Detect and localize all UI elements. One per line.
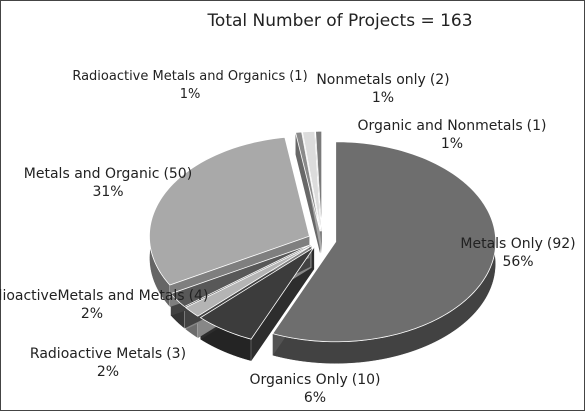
- category-label: Organic and Nonmetals: [358, 118, 523, 134]
- percent-label: 2%: [81, 306, 103, 322]
- value-label: (1): [527, 118, 547, 134]
- slice: [301, 130, 322, 232]
- slice-label: Organic and Nonmetals (1): [358, 118, 547, 134]
- value-label: (4): [189, 288, 209, 304]
- chart-title: Total Number of Projects = 163: [206, 11, 472, 31]
- percent-label: 31%: [92, 184, 123, 200]
- percent-label: 2%: [97, 364, 119, 380]
- slice-tops: [149, 130, 497, 343]
- value-label: (3): [166, 346, 186, 362]
- slice-label: Radioactive Metals and Organics (1): [72, 69, 307, 84]
- category-label: Radioactive Metals and Organics: [72, 69, 285, 84]
- slice-label: Metals Only (92): [460, 236, 575, 252]
- category-label: Metals Only: [460, 236, 542, 252]
- value-label: (10): [352, 372, 381, 388]
- slice: [184, 245, 312, 317]
- percent-label: 1%: [180, 87, 201, 102]
- value-label: (1): [289, 69, 307, 84]
- slice: [295, 131, 321, 232]
- slice: [199, 246, 315, 340]
- slice: [170, 244, 311, 308]
- slice: [272, 141, 497, 343]
- slice-label: Nonmetals only (2): [316, 72, 449, 88]
- slice-label: Metals and Organic (50): [24, 166, 192, 182]
- percent-label: 1%: [441, 136, 463, 152]
- category-label: Metals and Organic: [24, 166, 160, 182]
- slice: [149, 136, 310, 286]
- slice-wall: [295, 131, 321, 254]
- percent-label: 1%: [372, 90, 394, 106]
- percent-label: 6%: [304, 390, 326, 406]
- percent-label: 56%: [502, 254, 533, 270]
- category-label: Radioactive Metals: [30, 346, 162, 362]
- category-label: Nonmetals only: [316, 72, 425, 88]
- slice: [315, 130, 323, 232]
- value-label: (50): [163, 166, 192, 182]
- slice-label: Organics Only (10): [249, 372, 380, 388]
- category-label: Organics Only: [249, 372, 347, 388]
- slice-label: Radioactive Metals (3): [30, 346, 186, 362]
- value-label: (2): [430, 72, 450, 88]
- value-label: (92): [547, 236, 576, 252]
